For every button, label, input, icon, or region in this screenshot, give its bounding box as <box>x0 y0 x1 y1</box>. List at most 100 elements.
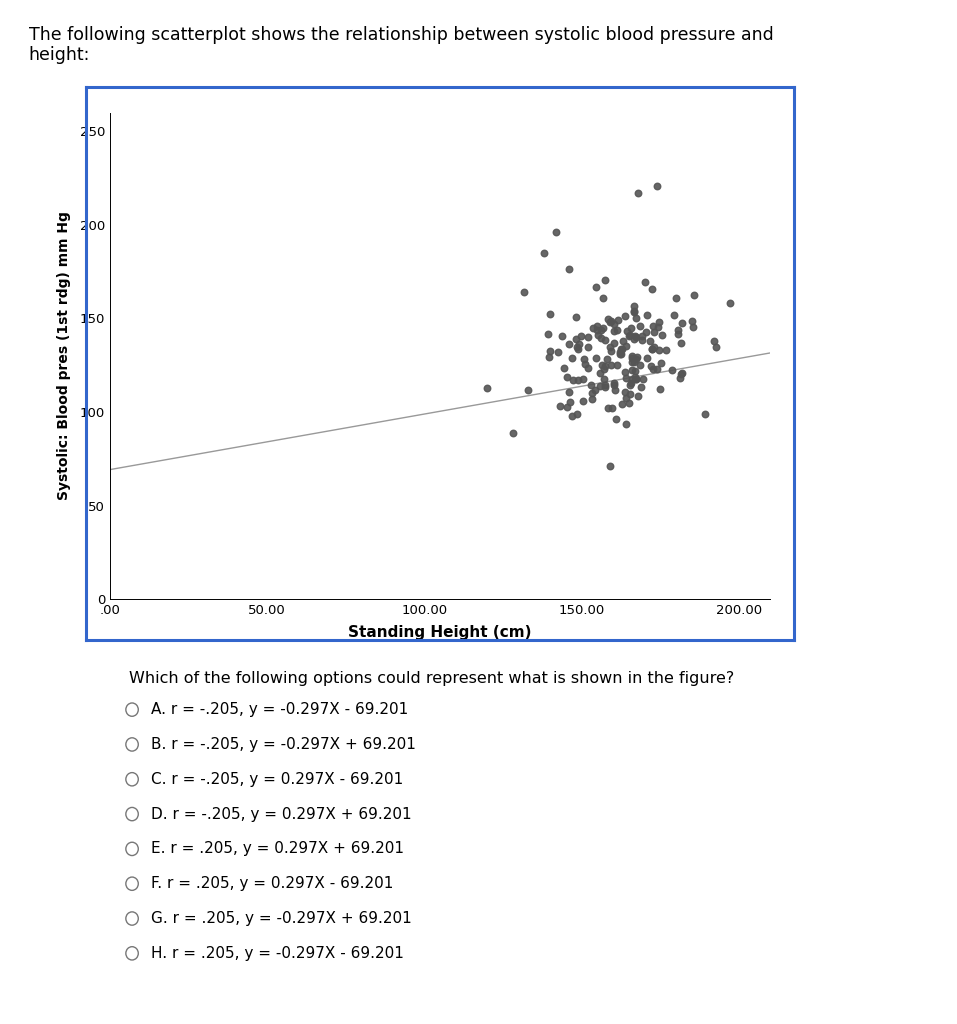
Point <box>639 306 655 323</box>
Point <box>615 333 631 349</box>
Point <box>595 290 611 306</box>
Text: Which of the following options could represent what is shown in the figure?: Which of the following options could rep… <box>129 671 734 686</box>
Point <box>673 335 688 351</box>
Point <box>643 358 658 375</box>
Point <box>612 343 628 359</box>
Point <box>505 424 521 440</box>
Point <box>645 341 660 357</box>
Point <box>646 324 661 340</box>
Point <box>606 323 621 339</box>
Point <box>581 329 596 345</box>
Point <box>556 359 571 376</box>
Point <box>629 371 644 387</box>
Point <box>685 318 701 335</box>
Point <box>618 370 634 386</box>
Point <box>585 385 600 401</box>
Point <box>628 329 643 345</box>
Point <box>552 398 568 415</box>
Point <box>603 314 618 331</box>
Point <box>670 322 685 338</box>
Point <box>686 287 701 303</box>
Point <box>589 279 604 295</box>
Point <box>604 399 619 416</box>
Point <box>541 349 556 366</box>
Point <box>708 339 723 355</box>
Point <box>650 318 665 335</box>
Point <box>565 350 580 367</box>
Point <box>603 356 618 373</box>
Point <box>595 321 611 337</box>
Point <box>673 370 688 386</box>
Point <box>628 362 643 379</box>
Point <box>628 369 643 385</box>
Point <box>577 350 592 367</box>
Point <box>626 303 641 319</box>
Point <box>626 304 641 321</box>
Point <box>568 309 584 326</box>
Point <box>634 328 650 344</box>
Point <box>617 364 633 380</box>
Point <box>592 365 608 381</box>
Point <box>604 313 619 330</box>
Point <box>625 347 640 364</box>
Point <box>550 344 566 360</box>
Point <box>566 372 581 388</box>
Point <box>619 324 634 340</box>
Point <box>569 406 585 422</box>
Point <box>540 326 555 342</box>
Point <box>633 317 648 334</box>
Point <box>650 177 665 194</box>
Point <box>631 388 646 404</box>
Text: The following scatterplot shows the relationship between systolic blood pressure: The following scatterplot shows the rela… <box>29 26 773 65</box>
Point <box>631 185 646 202</box>
Point <box>618 390 634 407</box>
Point <box>596 360 612 377</box>
Point <box>559 399 574 416</box>
Text: C. r = -.205, y = 0.297X - 69.201: C. r = -.205, y = 0.297X - 69.201 <box>151 772 404 786</box>
Point <box>593 322 609 338</box>
Point <box>637 273 653 290</box>
Point <box>614 396 630 413</box>
Point <box>516 285 531 301</box>
Text: H. r = .205, y = -0.297X - 69.201: H. r = .205, y = -0.297X - 69.201 <box>151 946 404 961</box>
Point <box>565 408 580 424</box>
Point <box>571 336 587 352</box>
Point <box>586 319 601 336</box>
Point <box>614 341 630 357</box>
Point <box>575 371 590 387</box>
Point <box>666 306 681 323</box>
Point <box>604 342 619 358</box>
Point <box>626 353 641 370</box>
Point <box>602 458 617 474</box>
Point <box>562 394 577 411</box>
Point <box>646 360 661 377</box>
Point <box>592 378 608 394</box>
Point <box>613 341 629 357</box>
Point <box>594 357 610 374</box>
Point <box>573 329 589 345</box>
Point <box>621 395 636 412</box>
Point <box>674 365 689 381</box>
Point <box>655 327 670 343</box>
Point <box>583 377 598 393</box>
Point <box>560 369 575 385</box>
Point <box>625 371 640 387</box>
Text: F. r = .205, y = 0.297X - 69.201: F. r = .205, y = 0.297X - 69.201 <box>151 877 393 891</box>
Point <box>521 381 536 397</box>
Point <box>613 346 629 362</box>
Point <box>646 339 661 355</box>
Point <box>664 362 679 379</box>
Point <box>643 333 658 349</box>
Point <box>644 282 659 298</box>
Point <box>617 383 633 399</box>
Point <box>597 271 612 288</box>
Point <box>698 406 713 422</box>
Point <box>617 308 633 325</box>
Point <box>597 379 612 395</box>
Point <box>608 412 623 428</box>
Text: A. r = -.205, y = -0.297X - 69.201: A. r = -.205, y = -0.297X - 69.201 <box>151 702 409 717</box>
Point <box>479 380 495 396</box>
Point <box>706 333 722 349</box>
Text: E. r = .205, y = 0.297X + 69.201: E. r = .205, y = 0.297X + 69.201 <box>151 842 404 856</box>
Point <box>609 356 624 373</box>
